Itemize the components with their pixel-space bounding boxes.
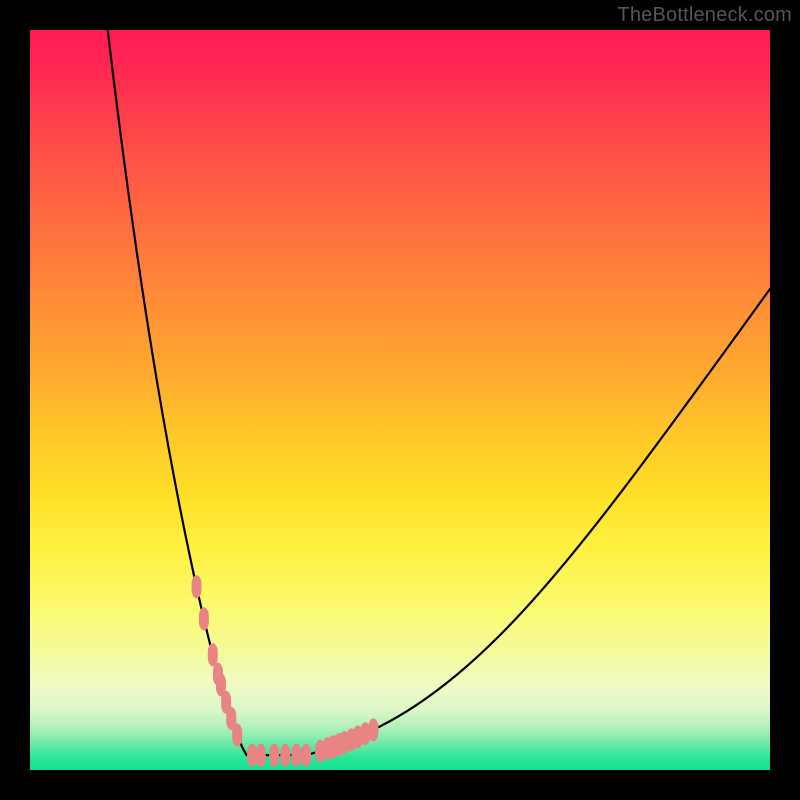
curve-marker <box>269 744 279 767</box>
watermark-text: TheBottleneck.com <box>617 4 792 27</box>
curve-marker <box>301 744 311 767</box>
curve-marker <box>256 744 266 767</box>
curve-marker <box>208 643 218 666</box>
curve-marker <box>291 744 301 767</box>
curve-marker <box>368 718 378 741</box>
chart-container: TheBottleneck.com <box>0 0 800 800</box>
curve-marker <box>232 724 242 747</box>
curve-marker <box>247 744 257 767</box>
plot-area <box>30 30 770 770</box>
curve-marker <box>199 607 209 630</box>
curve-marker <box>280 744 290 767</box>
chart-svg <box>0 0 800 800</box>
curve-marker <box>192 575 202 598</box>
